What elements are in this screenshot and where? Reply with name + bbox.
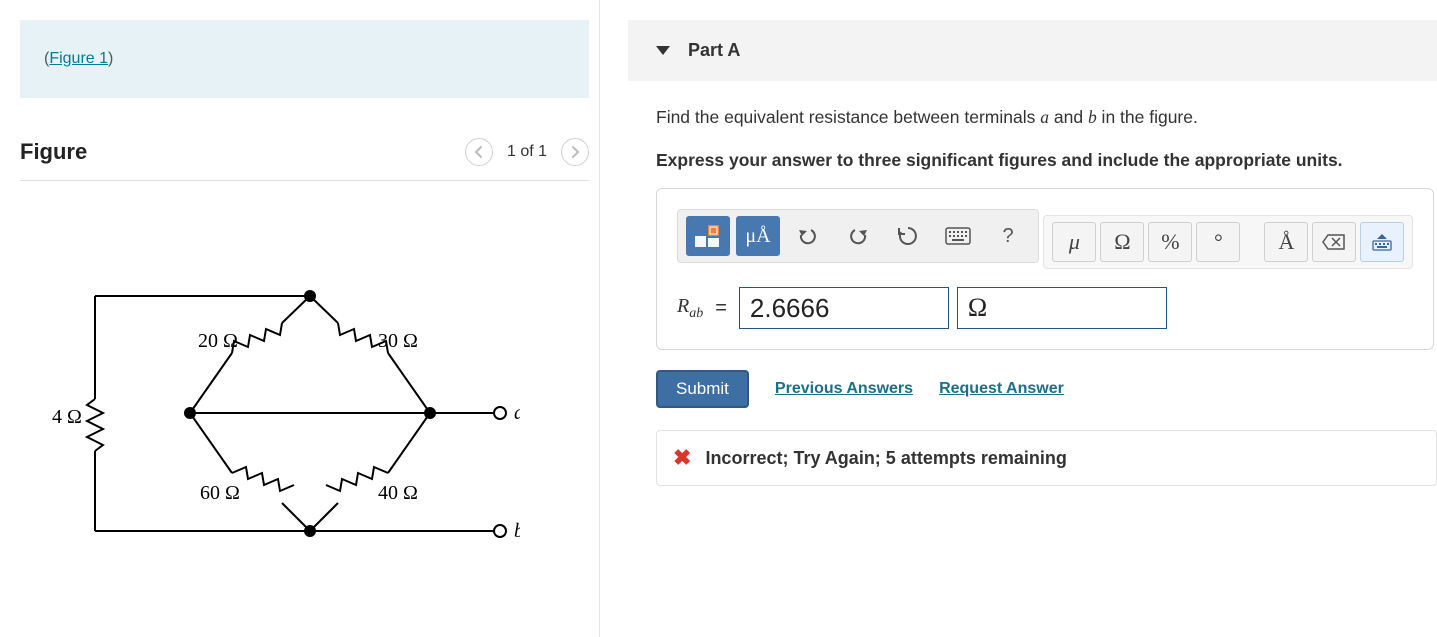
incorrect-icon: ✖: [673, 445, 691, 471]
disclosure-triangle-icon: [656, 46, 670, 55]
unit-input[interactable]: [957, 287, 1167, 329]
figure-pager: 1 of 1: [465, 138, 589, 166]
label-r-left: 4 Ω: [52, 406, 82, 428]
answer-input-row: Rab =: [677, 287, 1413, 329]
symbol-degree-button[interactable]: °: [1196, 222, 1240, 262]
undo-button[interactable]: [786, 216, 830, 256]
terminal-a-label: a: [514, 402, 520, 424]
answer-instruction: Express your answer to three significant…: [656, 148, 1437, 173]
figure-title: Figure: [20, 139, 87, 165]
part-title: Part A: [688, 40, 740, 61]
symbol-mu-button[interactable]: μ: [1052, 222, 1096, 262]
feedback-text: Incorrect; Try Again; 5 attempts remaini…: [705, 448, 1066, 469]
terminal-b-label: b: [514, 520, 520, 542]
circuit-diagram: 4 Ω 20 Ω 30 Ω 60 Ω 40 Ω a b: [20, 221, 520, 561]
symbol-percent-button[interactable]: %: [1148, 222, 1192, 262]
redo-button[interactable]: [836, 216, 880, 256]
question-prompt: Find the equivalent resistance between t…: [656, 105, 1437, 130]
request-answer-link[interactable]: Request Answer: [939, 380, 1064, 398]
figure-reference-box: (Figure 1): [20, 20, 589, 98]
previous-answers-link[interactable]: Previous Answers: [775, 380, 913, 398]
figure-body: 4 Ω 20 Ω 30 Ω 60 Ω 40 Ω a b: [20, 191, 589, 561]
keyboard-button[interactable]: [936, 216, 980, 256]
symbol-omega-button[interactable]: Ω: [1100, 222, 1144, 262]
feedback-box: ✖ Incorrect; Try Again; 5 attempts remai…: [656, 430, 1437, 486]
equals-sign: =: [715, 297, 727, 320]
reset-button[interactable]: [886, 216, 930, 256]
part-header[interactable]: Part A: [628, 20, 1437, 81]
backspace-button[interactable]: [1312, 222, 1356, 262]
help-button[interactable]: ?: [986, 216, 1030, 256]
value-input[interactable]: [739, 287, 949, 329]
paren-close: ): [108, 50, 113, 67]
answer-toolbar: μÅ ?: [677, 209, 1039, 263]
symbol-row: μ Ω % ° Å: [1043, 215, 1413, 269]
submit-button[interactable]: Submit: [656, 370, 749, 408]
label-r-tl: 20 Ω: [198, 330, 238, 352]
label-r-bl: 60 Ω: [200, 482, 240, 504]
units-button[interactable]: μÅ: [736, 216, 780, 256]
label-r-br: 40 Ω: [378, 482, 418, 504]
template-button[interactable]: [686, 216, 730, 256]
symbol-keyboard-button[interactable]: [1360, 222, 1404, 262]
variable-label: Rab: [677, 295, 703, 322]
pager-prev-button[interactable]: [465, 138, 493, 166]
pager-label: 1 of 1: [507, 143, 547, 161]
answer-box: μÅ ? μ Ω % °: [656, 188, 1434, 350]
label-r-tr: 30 Ω: [378, 330, 418, 352]
symbol-angstrom-button[interactable]: Å: [1264, 222, 1308, 262]
figure-link[interactable]: Figure 1: [49, 50, 108, 67]
pager-next-button[interactable]: [561, 138, 589, 166]
